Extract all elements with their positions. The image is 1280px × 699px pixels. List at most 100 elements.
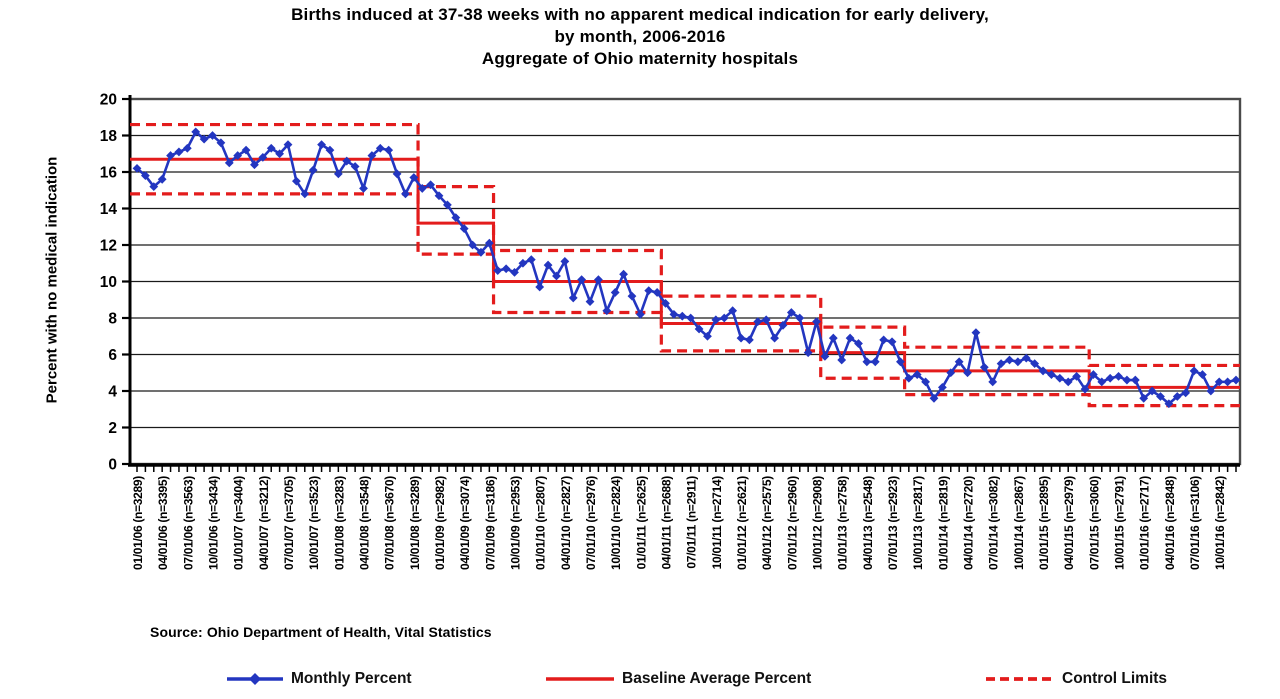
diamond-marker xyxy=(635,309,645,319)
diamond-marker xyxy=(275,149,285,159)
diamond-marker xyxy=(1063,377,1073,387)
x-axis-label: 07/01/08 (n=3670) xyxy=(383,476,397,570)
diamond-marker xyxy=(325,145,335,155)
x-axis-label: 04/01/06 (n=3395) xyxy=(156,476,170,570)
diamond-marker xyxy=(669,309,679,319)
x-axis-label: 01/01/15 (n=2895) xyxy=(1037,476,1051,570)
gridlines xyxy=(130,134,1240,429)
diamond-marker xyxy=(1105,373,1115,383)
diamond-marker xyxy=(434,191,444,201)
monthly-percent-markers xyxy=(132,127,1241,409)
y-axis-label: 16 xyxy=(100,165,118,182)
chart-title: Births induced at 37-38 weeks with no ap… xyxy=(0,4,1280,70)
diamond-marker xyxy=(1021,353,1031,363)
diamond-marker xyxy=(317,140,326,150)
diamond-marker xyxy=(568,293,578,303)
x-axis-label: 01/01/12 (n=2621) xyxy=(735,476,749,570)
x-axis-labels: 01/01/06 (n=3289) 04/01/06 (n=3395) 07/01/… xyxy=(131,476,1227,570)
diamond-marker xyxy=(182,143,192,153)
y-axis-label: 12 xyxy=(100,238,117,255)
diamond-marker xyxy=(736,333,746,343)
diamond-marker xyxy=(803,348,813,358)
diamond-marker xyxy=(1013,357,1023,367)
y-axis-label: 0 xyxy=(108,457,117,474)
diamond-marker xyxy=(686,313,696,323)
x-axis-label: 07/01/12 (n=2960) xyxy=(785,476,799,570)
x-axis-label: 01/01/07 (n=3404) xyxy=(232,476,246,570)
chart-title-line2: by month, 2006-2016 xyxy=(554,27,726,46)
diamond-marker xyxy=(652,288,662,297)
diamond-marker xyxy=(208,131,217,140)
y-axis-label: 2 xyxy=(108,420,117,437)
x-axis-label: 07/01/09 (n=3186) xyxy=(483,476,497,570)
diamond-marker xyxy=(518,258,528,268)
diamond-marker xyxy=(140,171,150,181)
diamond-marker xyxy=(694,324,704,334)
diamond-marker xyxy=(1172,392,1182,401)
diamond-marker xyxy=(510,267,519,277)
diamond-marker xyxy=(837,355,847,365)
diamond-marker xyxy=(1080,384,1090,394)
x-axis-label: 04/01/12 (n=2575) xyxy=(760,476,774,570)
diamond-marker xyxy=(812,317,821,327)
diamond-marker xyxy=(661,299,670,308)
diamond-marker xyxy=(266,143,276,153)
diamond-marker xyxy=(937,382,947,392)
x-axis-label: 04/01/15 (n=2979) xyxy=(1062,476,1076,570)
diamond-marker xyxy=(493,266,503,275)
chart-title-line1: Births induced at 37-38 weeks with no ap… xyxy=(291,5,989,24)
y-axis-label: 18 xyxy=(100,128,118,145)
diamond-marker xyxy=(619,269,628,279)
diamond-marker xyxy=(308,165,318,175)
diamond-marker xyxy=(761,315,771,325)
lower-control-limit-line xyxy=(130,192,1240,408)
legend-item-baseline-average: Baseline Average Percent xyxy=(545,670,811,688)
x-axis-label: 10/01/15 (n=2791) xyxy=(1113,476,1127,570)
diamond-marker xyxy=(1047,370,1056,379)
diamond-marker xyxy=(1206,386,1216,396)
chart-plot-area: 0 2 4 6 8 10 12 14 16 18 20 01/01/06 (n=3289) 04/01/… xyxy=(100,92,1242,570)
diamond-marker xyxy=(1005,355,1014,365)
diamond-marker xyxy=(543,260,553,270)
diamond-marker xyxy=(560,257,570,266)
diamond-marker xyxy=(1072,372,1082,381)
chart-legend: Monthly Percent Baseline Average Percent… xyxy=(0,668,1280,696)
diamond-marker xyxy=(476,247,486,257)
x-axis-label: 10/01/16 (n=2842) xyxy=(1213,476,1227,570)
baseline-average-line-icon xyxy=(546,677,614,681)
y-axis-label: 20 xyxy=(100,92,117,109)
diamond-marker xyxy=(1181,388,1191,398)
diamond-marker xyxy=(535,282,545,292)
diamond-marker xyxy=(1156,392,1165,401)
diamond-marker xyxy=(1088,370,1098,379)
x-axis-label: 10/01/11 (n=2714) xyxy=(710,476,724,570)
diamond-marker xyxy=(1147,386,1157,396)
diamond-marker xyxy=(594,275,603,285)
diamond-marker xyxy=(417,184,427,193)
diamond-marker xyxy=(719,313,729,323)
diamond-marker xyxy=(291,176,301,186)
diamond-marker xyxy=(1139,393,1149,403)
diamond-marker xyxy=(745,335,754,345)
diamond-marker xyxy=(753,317,763,327)
diamond-marker xyxy=(1231,375,1241,385)
diamond-marker xyxy=(954,357,964,367)
diamond-marker xyxy=(996,359,1006,369)
y-axis-ticks-and-labels: 0 2 4 6 8 10 12 14 16 18 20 xyxy=(100,92,130,474)
x-axis-label: 04/01/16 (n=2848) xyxy=(1163,476,1177,570)
diamond-marker xyxy=(887,337,897,347)
diamond-marker xyxy=(862,357,872,367)
y-axis-label: 6 xyxy=(108,347,117,364)
diamond-marker xyxy=(677,311,687,321)
diamond-marker xyxy=(728,306,738,316)
diamond-marker xyxy=(443,200,452,210)
x-axis-label: 07/01/11 (n=2911) xyxy=(685,476,699,569)
x-axis-label: 04/01/14 (n=2720) xyxy=(962,476,976,570)
diamond-marker xyxy=(912,370,922,379)
diamond-marker xyxy=(166,151,175,160)
source-note: Source: Ohio Department of Health, Vital… xyxy=(150,624,492,640)
diamond-marker xyxy=(1030,359,1040,369)
legend-item-monthly-percent: Monthly Percent xyxy=(226,670,412,688)
diamond-marker xyxy=(375,143,385,153)
diamond-marker xyxy=(250,160,259,170)
